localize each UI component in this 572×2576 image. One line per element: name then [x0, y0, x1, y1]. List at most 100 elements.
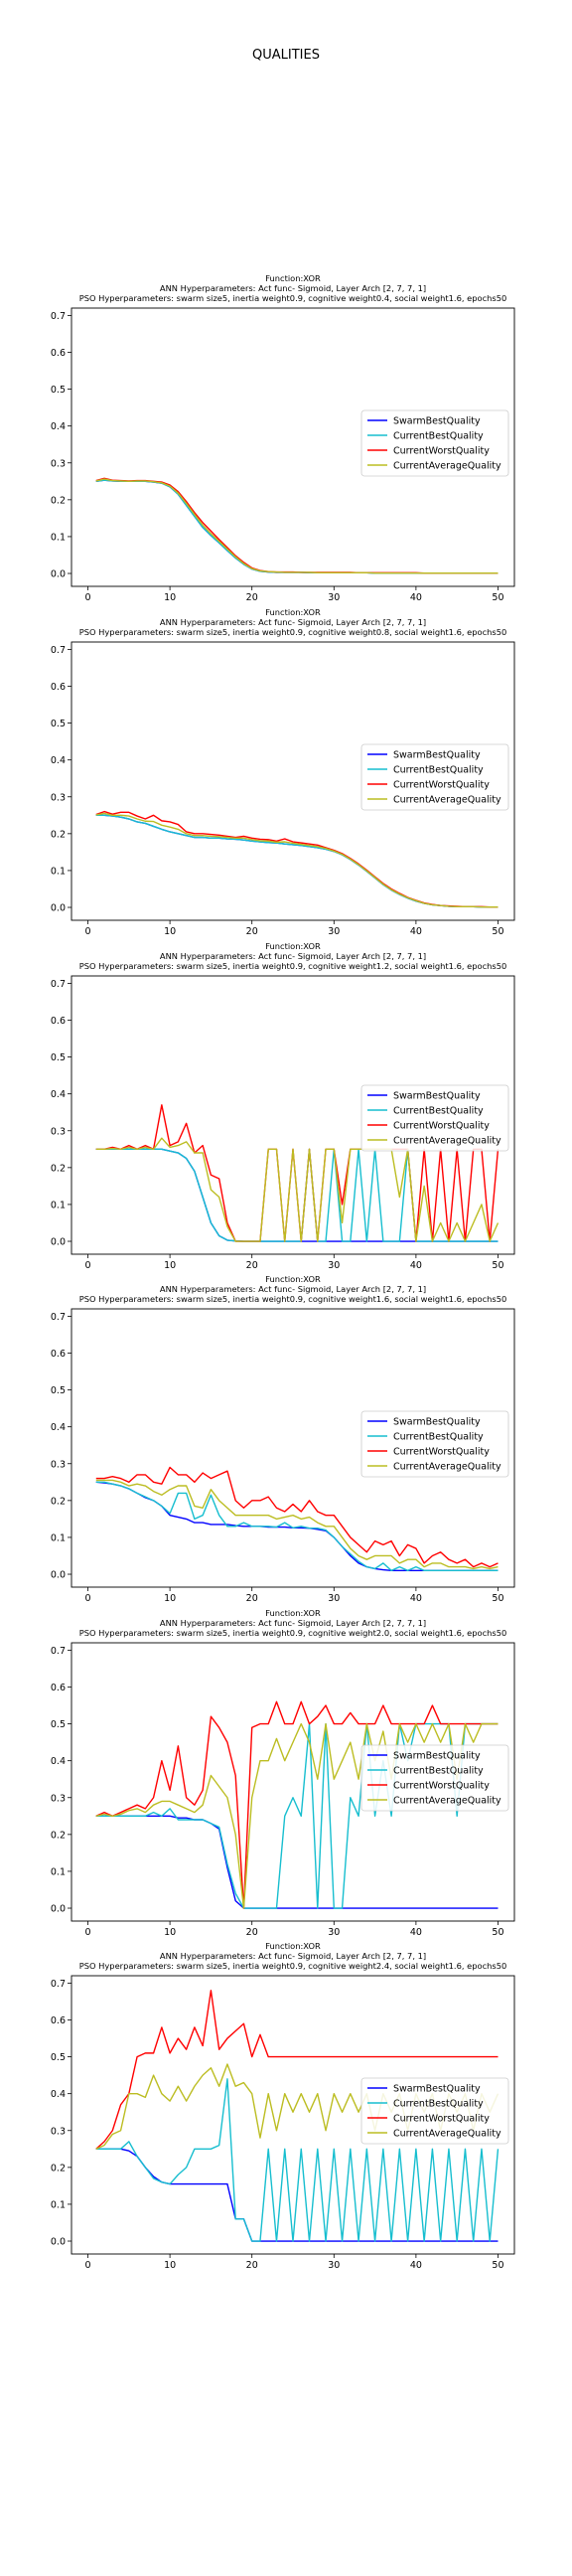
legend-label: SwarmBestQuality [393, 1751, 481, 1762]
y-tick-label: 0.1 [51, 1866, 66, 1877]
y-tick-label: 0.6 [51, 682, 66, 693]
chart-title-line: Function:XOR [265, 273, 321, 283]
x-tick-label: 50 [492, 1593, 503, 1604]
y-tick-label: 0.1 [51, 532, 66, 543]
series-line-CurrentWorstQuality [95, 1700, 499, 1909]
x-tick-label: 10 [164, 592, 176, 603]
legend-label: SwarmBestQuality [393, 750, 481, 761]
chart-title-line: ANN Hyperparameters: Act func- Sigmoid, … [160, 1951, 426, 1961]
series-line-CurrentBestQuality [95, 1481, 499, 1572]
y-tick-label: 0.5 [51, 1385, 66, 1396]
legend-label: CurrentAverageQuality [393, 2129, 501, 2140]
legend-label: CurrentAverageQuality [393, 795, 501, 806]
y-tick-label: 0.1 [51, 1200, 66, 1210]
x-tick-label: 40 [410, 1927, 422, 1938]
y-tick-label: 0.5 [51, 385, 66, 396]
x-tick-label: 50 [492, 926, 503, 937]
legend-label: CurrentBestQuality [393, 765, 484, 776]
legend-label: CurrentBestQuality [393, 2099, 484, 2110]
chart-title-line: PSO Hyperparameters: swarm size5, inerti… [79, 961, 507, 971]
y-tick-label: 0.4 [51, 2089, 66, 2100]
y-tick-label: 0.3 [51, 2126, 66, 2137]
y-tick-label: 0.0 [51, 569, 66, 580]
y-tick-label: 0.2 [51, 2163, 66, 2174]
y-tick-label: 0.2 [51, 1830, 66, 1841]
y-tick-label: 0.0 [51, 1904, 66, 1915]
legend-box [360, 743, 509, 811]
y-tick-label: 0.7 [51, 979, 66, 990]
y-tick-label: 0.7 [51, 1979, 66, 1990]
x-tick-label: 50 [492, 592, 503, 603]
y-tick-label: 0.4 [51, 1422, 66, 1433]
y-tick-label: 0.4 [51, 755, 66, 766]
chart-title-line: PSO Hyperparameters: swarm size5, inerti… [79, 1628, 507, 1638]
y-tick-label: 0.2 [51, 829, 66, 840]
x-tick-label: 10 [164, 1927, 176, 1938]
y-tick-label: 0.6 [51, 1016, 66, 1027]
axes-frame [71, 307, 515, 587]
x-tick-label: 0 [84, 1593, 90, 1604]
y-tick-label: 0.5 [51, 719, 66, 729]
axes-frame [71, 1975, 515, 2255]
y-tick-label: 0.2 [51, 1496, 66, 1507]
legend-label: CurrentAverageQuality [393, 1136, 501, 1147]
y-tick-label: 0.1 [51, 1532, 66, 1543]
series-line-CurrentWorstQuality [95, 1990, 499, 2150]
y-tick-label: 0.7 [51, 1646, 66, 1657]
chart-title-line: Function:XOR [265, 941, 321, 951]
x-tick-label: 40 [410, 1593, 422, 1604]
x-tick-label: 40 [410, 1260, 422, 1271]
x-tick-label: 40 [410, 926, 422, 937]
axes-frame [71, 1642, 515, 1922]
chart-title-line: PSO Hyperparameters: swarm size5, inerti… [79, 627, 507, 637]
y-tick-label: 0.5 [51, 1719, 66, 1730]
legend-label: CurrentWorstQuality [393, 1121, 490, 1132]
x-tick-label: 10 [164, 1260, 176, 1271]
axes-frame [71, 641, 515, 921]
series-line-CurrentAverageQuality [95, 1137, 500, 1242]
series-line-CurrentAverageQuality [95, 1722, 499, 1909]
legend-label: CurrentAverageQuality [393, 461, 501, 472]
y-tick-label: 0.4 [51, 1089, 66, 1100]
y-tick-label: 0.3 [51, 792, 66, 803]
legend-label: SwarmBestQuality [393, 1417, 481, 1428]
series-line-SwarmBestQuality [95, 479, 499, 574]
y-tick-label: 0.6 [51, 2015, 66, 2026]
chart-title-line: Function:XOR [265, 1608, 321, 1618]
series-line-SwarmBestQuality [95, 1815, 499, 1909]
legend-box [360, 1744, 509, 1812]
series-line-CurrentBestQuality [95, 814, 499, 908]
y-tick-label: 0.6 [51, 1349, 66, 1360]
x-tick-label: 20 [246, 592, 258, 603]
chart-title-line: ANN Hyperparameters: Act func- Sigmoid, … [160, 951, 426, 961]
x-tick-label: 30 [328, 1593, 340, 1604]
series-line-CurrentAverageQuality [95, 1479, 499, 1570]
chart-title-line: ANN Hyperparameters: Act func- Sigmoid, … [160, 1284, 426, 1294]
chart-title-line: PSO Hyperparameters: swarm size5, inerti… [79, 1961, 507, 1971]
x-tick-label: 0 [84, 1260, 90, 1271]
y-tick-label: 0.0 [51, 2237, 66, 2248]
x-tick-label: 30 [328, 1260, 340, 1271]
x-tick-label: 50 [492, 1927, 503, 1938]
series-line-SwarmBestQuality [95, 814, 499, 908]
legend-label: SwarmBestQuality [393, 2084, 481, 2095]
y-tick-label: 0.7 [51, 1312, 66, 1323]
legend-box [360, 409, 509, 477]
series-line-CurrentAverageQuality [95, 478, 499, 574]
legend-label: CurrentBestQuality [393, 1106, 484, 1117]
legend-box [360, 1084, 509, 1152]
legend-label: CurrentAverageQuality [393, 1462, 501, 1473]
y-tick-label: 0.3 [51, 458, 66, 469]
y-tick-label: 0.2 [51, 495, 66, 506]
x-tick-label: 20 [246, 926, 258, 937]
y-tick-label: 0.7 [51, 311, 66, 322]
y-tick-label: 0.3 [51, 1126, 66, 1137]
chart-title-line: ANN Hyperparameters: Act func- Sigmoid, … [160, 283, 426, 293]
series-line-SwarmBestQuality [95, 1481, 499, 1572]
legend-label: CurrentBestQuality [393, 1432, 484, 1443]
